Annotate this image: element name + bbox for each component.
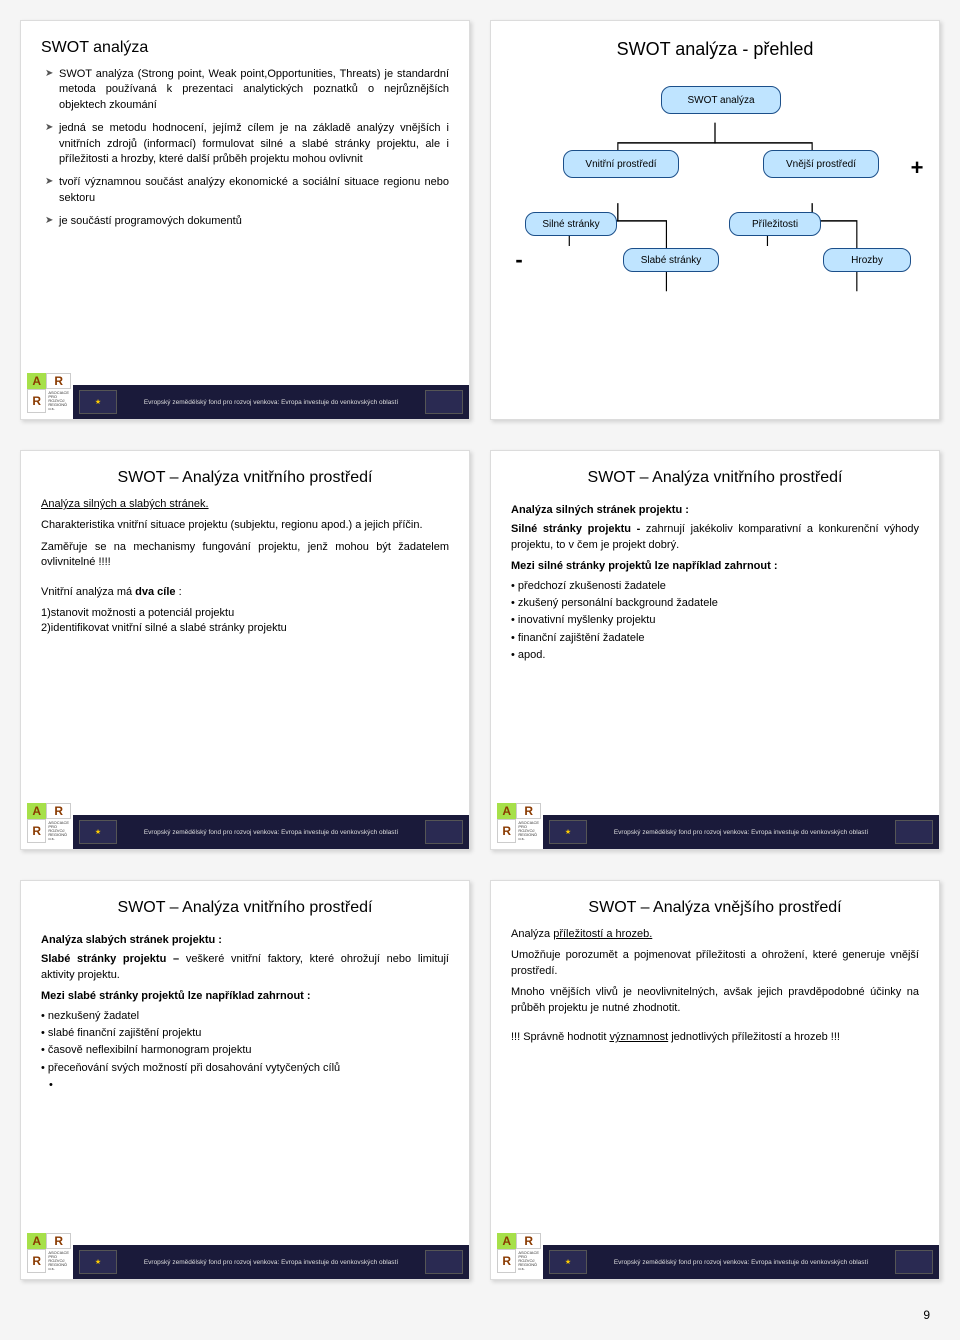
slide-title: SWOT – Analýza vnitřního prostředí xyxy=(41,469,449,487)
arr-logo: AR RASOCIACE PRO ROZVOJ REGIONŮ o.s. xyxy=(27,373,71,413)
slide-internal-analysis-intro: SWOT – Analýza vnitřního prostředí Analý… xyxy=(20,450,470,850)
paragraph: Zaměřuje se na mechanismy fungování proj… xyxy=(41,540,449,571)
arr-logo: AR RASOCIACE PRO ROZVOJ REGIONŮ o.s. xyxy=(497,1233,541,1273)
slide-title: SWOT – Analýza vnějšího prostředí xyxy=(511,899,919,917)
slide-footer: ★ Evropský zemědělský fond pro rozvoj ve… xyxy=(73,1245,469,1279)
list-item: finanční zajištění žadatele xyxy=(511,631,919,646)
eu-flag-icon: ★ xyxy=(79,820,117,844)
paragraph: Vnitřní analýza má dva cíle : xyxy=(41,585,449,600)
slide-title: SWOT – Analýza vnitřního prostředí xyxy=(511,469,919,487)
slide-footer: ★ Evropský zemědělský fond pro rozvoj ve… xyxy=(543,1245,939,1279)
sub-heading: Analýza příležitostí a hrozeb. xyxy=(511,928,652,940)
paragraph: Charakteristika vnitřní situace projektu… xyxy=(41,518,449,533)
list-item: přeceňování svých možností při dosahován… xyxy=(41,1061,449,1076)
list-item: předchozí zkušenosti žadatele xyxy=(511,579,919,594)
sub-heading: Analýza slabých stránek projektu : xyxy=(41,933,449,948)
node-threats: Hrozby xyxy=(823,248,911,272)
list-item: zkušený personální background žadatele xyxy=(511,596,919,611)
slide-footer: ★ Evropský zemědělský fond pro rozvoj ve… xyxy=(543,815,939,849)
node-strengths: Silné stránky xyxy=(525,212,617,236)
slide-swot-intro: SWOT analýza SWOT analýza (Strong point,… xyxy=(20,20,470,420)
bullet-item: SWOT analýza (Strong point, Weak point,O… xyxy=(45,67,449,113)
dot-list: nezkušený žadatel slabé finanční zajiště… xyxy=(41,1009,449,1077)
slide-weaknesses-analysis: SWOT – Analýza vnitřního prostředí Analý… xyxy=(20,880,470,1280)
list-item: inovativní myšlenky projektu xyxy=(511,613,919,628)
list-item: nezkušený žadatel xyxy=(41,1009,449,1024)
footer-text: Evropský zemědělský fond pro rozvoj venk… xyxy=(593,1259,889,1266)
slide-content: Analýza příležitostí a hrozeb. Umožňuje … xyxy=(511,927,919,1267)
slide-footer: ★ Evropský zemědělský fond pro rozvoj ve… xyxy=(73,385,469,419)
arr-logo: AR RASOCIACE PRO ROZVOJ REGIONŮ o.s. xyxy=(27,1233,71,1273)
eu-flag-icon: ★ xyxy=(79,1250,117,1274)
list-lead: Mezi slabé stránky projektů lze napříkla… xyxy=(41,989,449,1004)
plus-sign: + xyxy=(907,158,927,178)
slide-strengths-analysis: SWOT – Analýza vnitřního prostředí Analý… xyxy=(490,450,940,850)
sub-heading: Analýza silných stránek projektu : xyxy=(511,503,919,518)
dot-list: předchozí zkušenosti žadatele zkušený pe… xyxy=(511,579,919,664)
slide-content: Analýza slabých stránek projektu : Slabé… xyxy=(41,927,449,1267)
arr-logo: AR RASOCIACE PRO ROZVOJ REGIONŮ o.s. xyxy=(27,803,71,843)
slide-title: SWOT analýza - přehled xyxy=(511,39,919,60)
minus-sign: - xyxy=(509,250,529,270)
node-swot: SWOT analýza xyxy=(661,86,781,114)
bullet-list: SWOT analýza (Strong point, Weak point,O… xyxy=(41,67,449,230)
slide-content: SWOT analýza (Strong point, Weak point,O… xyxy=(41,67,449,407)
ministry-logo-icon xyxy=(895,1250,933,1274)
slide-title: SWOT – Analýza vnitřního prostředí xyxy=(41,899,449,917)
arr-logo: AR RASOCIACE PRO ROZVOJ REGIONŮ o.s. xyxy=(497,803,541,843)
ministry-logo-icon xyxy=(425,390,463,414)
list-item: časově neflexibilní harmonogram projektu xyxy=(41,1043,449,1058)
bullet-item: jedná se metodu hodnocení, jejímž cílem … xyxy=(45,121,449,167)
footer-text: Evropský zemědělský fond pro rozvoj venk… xyxy=(593,829,889,836)
slide-content: Analýza silných stránek projektu : Silné… xyxy=(511,497,919,837)
node-opportunities: Příležitosti xyxy=(729,212,821,236)
node-external: Vnější prostředí xyxy=(763,150,879,178)
slide-swot-overview-diagram: SWOT analýza - přehled SWOT analýza Vnit… xyxy=(490,20,940,420)
list-lead: Mezi silné stránky projektů lze napříkla… xyxy=(511,559,919,574)
list-item: apod. xyxy=(511,648,919,663)
node-weaknesses: Slabé stránky xyxy=(623,248,719,272)
goal-item: 1)stanovit možnosti a potenciál projektu xyxy=(41,606,449,621)
swot-tree-diagram: SWOT analýza Vnitřní prostředí Vnější pr… xyxy=(511,80,919,407)
paragraph: Mnoho vnějších vlivů je neovlivnitelných… xyxy=(511,985,919,1016)
bullet-item: je součástí programových dokumentů xyxy=(45,214,449,229)
eu-flag-icon: ★ xyxy=(549,820,587,844)
paragraph: Umožňuje porozumět a pojmenovat příležit… xyxy=(511,948,919,979)
bullet-item: tvoří významnou součást analýzy ekonomic… xyxy=(45,175,449,206)
eu-flag-icon: ★ xyxy=(79,390,117,414)
list-item: slabé finanční zajištění projektu xyxy=(41,1026,449,1041)
slide-content: Analýza silných a slabých stránek. Chara… xyxy=(41,497,449,837)
paragraph: Silné stránky projektu - zahrnují jakéko… xyxy=(511,522,919,553)
eu-flag-icon: ★ xyxy=(549,1250,587,1274)
slide-title: SWOT analýza xyxy=(41,39,449,57)
ministry-logo-icon xyxy=(425,1250,463,1274)
page-number: 9 xyxy=(923,1308,930,1322)
connector-lines xyxy=(511,80,919,407)
paragraph: !!! Správně hodnotit významnost jednotli… xyxy=(511,1030,919,1045)
slide-footer: ★ Evropský zemědělský fond pro rozvoj ve… xyxy=(73,815,469,849)
slide-external-analysis: SWOT – Analýza vnějšího prostředí Analýz… xyxy=(490,880,940,1280)
sub-heading: Analýza silných a slabých stránek. xyxy=(41,498,209,510)
footer-text: Evropský zemědělský fond pro rozvoj venk… xyxy=(123,399,419,406)
paragraph: Slabé stránky projektu – veškeré vnitřní… xyxy=(41,952,449,983)
goal-item: 2)identifikovat vnitřní silné a slabé st… xyxy=(41,621,449,636)
node-internal: Vnitřní prostředí xyxy=(563,150,679,178)
ministry-logo-icon xyxy=(425,820,463,844)
ministry-logo-icon xyxy=(895,820,933,844)
footer-text: Evropský zemědělský fond pro rozvoj venk… xyxy=(123,829,419,836)
footer-text: Evropský zemědělský fond pro rozvoj venk… xyxy=(123,1259,419,1266)
